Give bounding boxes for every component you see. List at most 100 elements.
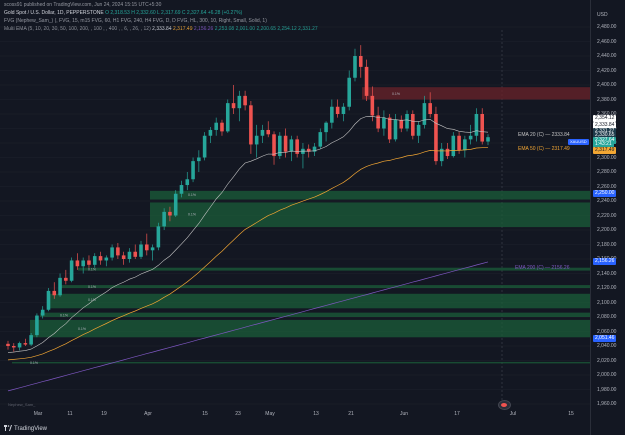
time-tick: 11: [67, 411, 73, 417]
candle-body: [35, 315, 39, 336]
candle-body: [75, 260, 80, 267]
price-badge: 2,330.65: [593, 132, 617, 140]
ema-value-2: 2,317.49: [173, 26, 193, 32]
scroll-to-realtime-button[interactable]: [498, 400, 511, 410]
candle-body: [104, 257, 109, 261]
candle-body: [92, 256, 97, 265]
ema200-label: EMA 200 (C) — 2156.26: [515, 265, 570, 271]
price-badge: 2,317.49: [593, 146, 617, 154]
fvg-zone-label: 0.1%: [188, 213, 196, 217]
candle-body: [405, 114, 409, 129]
candle-body: [387, 117, 392, 140]
ema-indicator-label: Multi EMA (5, 10, 20, 30, 50, 100, 200, …: [4, 26, 151, 32]
candle-body: [358, 56, 363, 67]
candle-body: [480, 114, 485, 142]
ohlc-values: O 2,318.53 H 2,332.60 L 2,317.69 C 2,327…: [105, 10, 243, 16]
fvg-zone-label: 0.1%: [78, 327, 86, 331]
candle-body: [179, 185, 184, 194]
fvg-zone-label: 0.1%: [30, 361, 38, 365]
time-tick: 15: [568, 411, 574, 417]
tradingview-icon: [4, 425, 12, 433]
candle-body: [439, 148, 444, 162]
price-tick: 2,140.00: [597, 270, 617, 277]
ema200-line: [7, 261, 489, 392]
candle-body: [260, 129, 265, 136]
tradingview-logo[interactable]: TradingView: [4, 425, 47, 433]
publish-line: scoss91 published on TradingView.com, Ju…: [4, 2, 162, 8]
candle-body: [318, 132, 323, 147]
candle-body: [399, 119, 404, 129]
candle-body: [243, 95, 247, 106]
ema50-label: EMA 50 (C) — 2317.49: [518, 146, 570, 152]
candle-body: [295, 139, 299, 154]
candle-body: [411, 114, 415, 136]
time-tick: Apr: [144, 411, 152, 417]
candle-body: [69, 260, 74, 281]
fvg-zone-label: 0.1%: [188, 193, 196, 197]
candle-body: [121, 255, 126, 259]
price-tick: 2,280.00: [597, 169, 617, 175]
price-tick: 2,440.00: [597, 53, 617, 59]
candle-body: [434, 114, 438, 162]
candle-body: [347, 77, 351, 107]
price-badge: 2,354.12: [593, 114, 617, 122]
candle-body: [58, 277, 62, 296]
ema-value-6: 2,200.65: [256, 26, 276, 32]
candle-body: [116, 247, 120, 256]
price-tick: 2,120.00: [597, 285, 617, 291]
candle-body: [474, 114, 479, 136]
ema-value-4: 2,253.08: [214, 26, 235, 32]
candle-body: [98, 256, 103, 261]
fvg-zone-label: 0.1%: [88, 285, 96, 289]
candle-body: [353, 56, 357, 78]
brand-label: TradingView: [14, 426, 48, 432]
ema-indicator-line[interactable]: Multi EMA (5, 10, 20, 30, 50, 100, 200, …: [4, 26, 318, 32]
fvg-zone: [150, 190, 590, 200]
ema-value-3: 2,156.26: [193, 26, 214, 32]
candle-body: [214, 122, 218, 130]
candle-body: [139, 244, 143, 257]
candle-body: [156, 226, 161, 248]
price-badge: 2,156.26: [593, 258, 617, 266]
candle-body: [468, 135, 473, 140]
price-tick: 2,020.00: [597, 357, 617, 364]
candle-body: [202, 135, 207, 158]
candle-body: [17, 343, 22, 348]
price-chart[interactable]: 0.1% 0.1% 0.1% 0.1% 0.1% 0.1% 0.1% 0.1% 0.1%: [0, 0, 590, 420]
price-tick: 2,480.00: [597, 24, 617, 30]
candle-body: [370, 95, 375, 116]
fvg-indicator-line[interactable]: FVG (Nephew_Sam_) (, FVG, 15, m15 FVG, 6…: [4, 18, 267, 24]
price-tick: 2,300.00: [597, 154, 617, 161]
candle-body: [81, 260, 85, 267]
time-tick: 19: [101, 411, 107, 417]
candle-body: [330, 106, 334, 123]
candle-body: [463, 139, 467, 151]
fvg-zone: [40, 312, 590, 317]
fvg-zone: [30, 319, 590, 338]
candle-body: [237, 95, 242, 109]
price-tick: 2,220.00: [597, 212, 617, 219]
fvg-zone: [78, 267, 590, 271]
price-axis[interactable]: USD 2,480.00 2,460.00 2,440.00 2,420.00 2,40…: [590, 0, 625, 435]
ema20-label: EMA 20 (C) — 2333.84: [518, 132, 570, 138]
fvg-zone: [12, 361, 590, 364]
fvg-zone-label: 0.1%: [392, 92, 400, 96]
price-tick: 2,460.00: [597, 38, 617, 45]
candle-body: [341, 106, 346, 114]
time-tick: 17: [454, 411, 460, 417]
candle-body: [457, 135, 461, 151]
candle-body: [64, 277, 68, 281]
candle-body: [52, 290, 57, 296]
candle-body: [306, 148, 311, 152]
fvg-zone: [150, 202, 590, 228]
candle-body: [162, 211, 166, 227]
symbol-title[interactable]: Gold Spot / U.S. Dollar, 1D, PEPPERSTONE: [4, 10, 104, 16]
price-badge: 2,331.27: [593, 127, 617, 135]
candle-body: [168, 211, 172, 216]
ema-value-5: 2,001.00: [235, 26, 256, 32]
candle-body: [393, 119, 398, 140]
ema-value-1: 2,333.84: [152, 26, 172, 32]
candle-body: [266, 129, 271, 135]
price-tick: 2,400.00: [597, 82, 617, 88]
candle-body: [231, 103, 236, 109]
